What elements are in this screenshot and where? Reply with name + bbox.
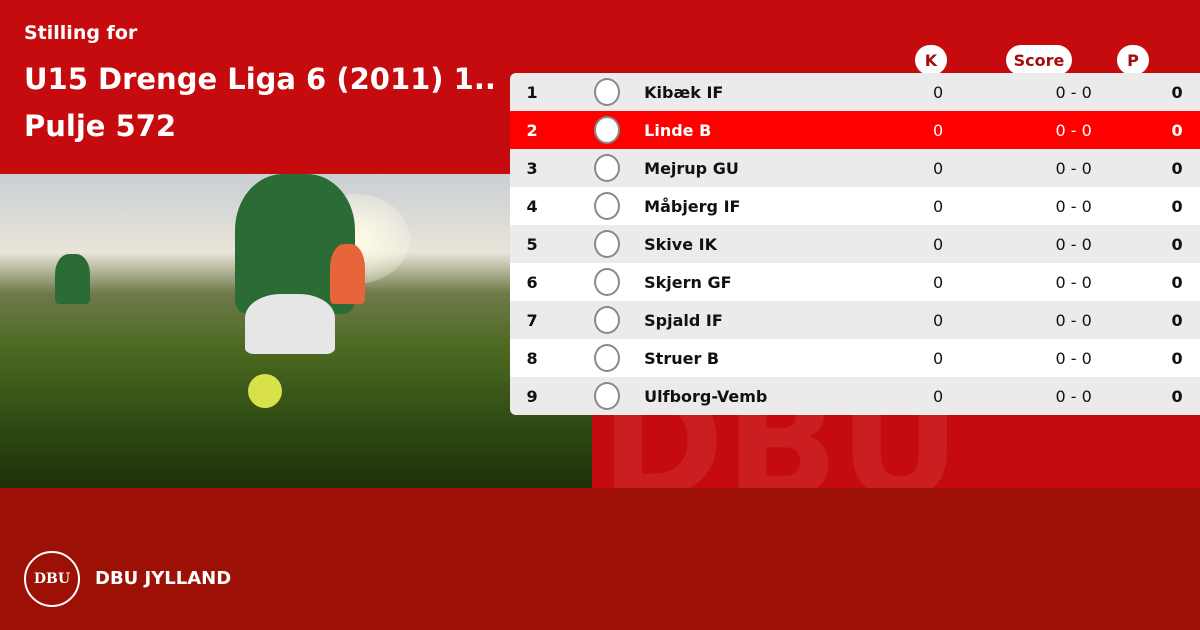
position: 4: [526, 196, 538, 216]
team-crest-icon: [594, 154, 621, 182]
position: 3: [526, 158, 538, 178]
goal-score: 0 - 0: [1055, 386, 1092, 406]
table-row[interactable]: 6 Skjern GF 0 0 - 0 0: [510, 263, 1200, 301]
position: 9: [526, 386, 538, 406]
position: 5: [526, 234, 538, 254]
table-row[interactable]: 5 Skive IK 0 0 - 0 0: [510, 225, 1200, 263]
goal-score: 0 - 0: [1055, 82, 1092, 102]
matches-played: 0: [933, 120, 944, 140]
matches-played: 0: [933, 310, 944, 330]
points: 0: [1171, 120, 1183, 140]
player: [55, 254, 90, 304]
table-row[interactable]: 1 Kibæk IF 0 0 - 0 0: [510, 73, 1200, 111]
title-line-1: U15 Drenge Liga 6 (2011) 1..: [24, 62, 496, 96]
table-row[interactable]: 2 Linde B 0 0 - 0 0: [510, 111, 1200, 149]
points: 0: [1171, 348, 1183, 368]
points: 0: [1171, 82, 1183, 102]
points: 0: [1171, 272, 1183, 292]
team-crest-icon: [594, 116, 621, 144]
team-crest-icon: [594, 344, 621, 372]
table-row[interactable]: 3 Mejrup GU 0 0 - 0 0: [510, 149, 1200, 187]
team-name[interactable]: Måbjerg IF: [644, 196, 741, 216]
table-row[interactable]: 7 Spjald IF 0 0 - 0 0: [510, 301, 1200, 339]
player: [245, 294, 335, 354]
position: 6: [526, 272, 538, 292]
team-name[interactable]: Struer B: [644, 348, 720, 368]
matches-played: 0: [933, 196, 944, 216]
goal-score: 0 - 0: [1055, 196, 1092, 216]
table-row[interactable]: 9 Ulfborg-Vemb 0 0 - 0 0: [510, 377, 1200, 415]
dbu-seal-logo: DBU: [24, 551, 80, 607]
points: 0: [1171, 310, 1183, 330]
title-line-2: Pulje 572: [24, 109, 177, 143]
column-header-k[interactable]: K: [915, 45, 947, 75]
goal-score: 0 - 0: [1055, 234, 1092, 254]
football: [248, 374, 282, 408]
team-name[interactable]: Spjald IF: [644, 310, 723, 330]
table-row[interactable]: 8 Struer B 0 0 - 0 0: [510, 339, 1200, 377]
watermark: DBU: [600, 414, 1200, 488]
team-crest-icon: [594, 306, 621, 334]
matches-played: 0: [933, 158, 944, 178]
points: 0: [1171, 386, 1183, 406]
points: 0: [1171, 234, 1183, 254]
table-row[interactable]: 4 Måbjerg IF 0 0 - 0 0: [510, 187, 1200, 225]
matches-played: 0: [933, 234, 944, 254]
team-name[interactable]: Skjern GF: [644, 272, 732, 292]
goal-score: 0 - 0: [1055, 310, 1092, 330]
team-crest-icon: [594, 382, 621, 410]
team-crest-icon: [594, 230, 621, 258]
goal-score: 0 - 0: [1055, 348, 1092, 368]
matches-played: 0: [933, 386, 944, 406]
player: [330, 244, 365, 304]
column-header-p[interactable]: P: [1117, 45, 1149, 75]
points: 0: [1171, 196, 1183, 216]
position: 2: [526, 120, 538, 140]
matches-played: 0: [933, 348, 944, 368]
team-name[interactable]: Linde B: [644, 120, 712, 140]
team-crest-icon: [594, 268, 621, 296]
team-name[interactable]: Skive IK: [644, 234, 717, 254]
team-name[interactable]: Ulfborg-Vemb: [644, 386, 768, 406]
matches-played: 0: [933, 82, 944, 102]
goal-score: 0 - 0: [1055, 120, 1092, 140]
team-name[interactable]: Kibæk IF: [644, 82, 724, 102]
footer-background: [0, 488, 1200, 630]
position: 1: [526, 82, 538, 102]
points: 0: [1171, 158, 1183, 178]
goal-score: 0 - 0: [1055, 158, 1092, 178]
matches-played: 0: [933, 272, 944, 292]
team-crest-icon: [594, 78, 621, 106]
page-title: U15 Drenge Liga 6 (2011) 1.. Pulje 572: [24, 56, 524, 150]
position: 8: [526, 348, 538, 368]
organization-name: DBU JYLLAND: [95, 568, 232, 589]
team-crest-icon: [594, 192, 621, 220]
goal-score: 0 - 0: [1055, 272, 1092, 292]
team-name[interactable]: Mejrup GU: [644, 158, 739, 178]
position: 7: [526, 310, 538, 330]
subtitle: Stilling for: [24, 22, 138, 44]
column-header-score[interactable]: Score: [1006, 45, 1072, 75]
football-photo: [0, 174, 592, 488]
